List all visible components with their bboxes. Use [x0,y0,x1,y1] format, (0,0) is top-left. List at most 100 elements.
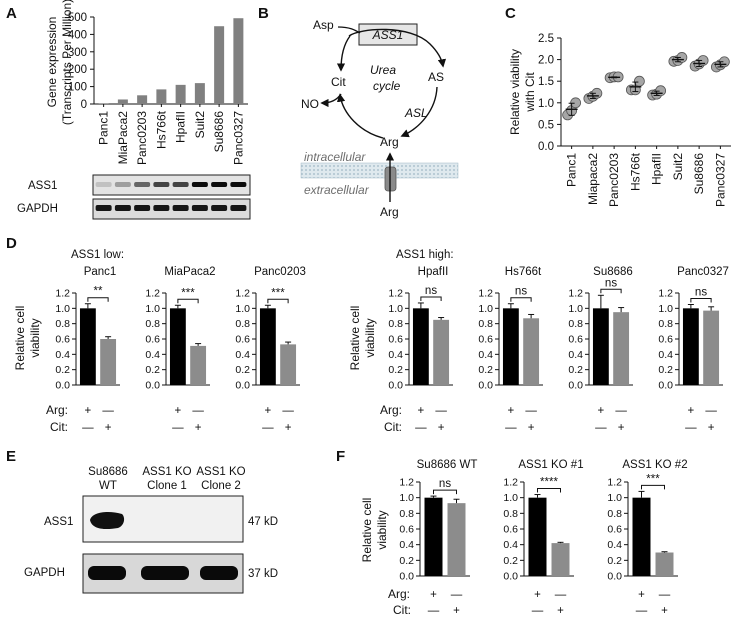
d-sub6-y-tick-label: 0.0 [568,380,583,392]
blot-a-ass1-band [95,182,112,187]
f-sub2-sig-label: **** [540,477,558,489]
f-sub2-sig-bracket [537,488,561,493]
d-right-arg-label: Arg: [380,403,402,417]
e-lane2-line1: ASS1 KO [142,466,191,478]
d-sub6-y-tick-label: 0.6 [568,334,583,346]
d-sub5-y-tick-label: 0.4 [478,349,493,361]
d-sub1-arg-plus: + [85,405,92,417]
d-sub2-y-tick-label: 1.2 [145,288,160,300]
blot-a-ass1-band [153,182,170,187]
f-sub3-title: ASS1 KO #2 [622,459,687,471]
f-sub3-cit-minus: — [636,605,648,617]
e-lane1-line2: WT [99,480,117,492]
f-sub1-y-tick-label: 1.0 [399,492,414,504]
f-sub3-cit-plus: + [661,605,668,617]
d-sub2-y-tick-label: 0.6 [145,334,160,346]
no-label: NO [301,97,319,111]
d-sub4-y-tick-label: 0.8 [388,318,403,330]
f-sub3-y-tick-label: 0.6 [607,524,622,536]
panel-label-b: B [258,5,269,22]
c-x-tick-label: Miapaca2 [586,153,600,205]
f-sub3-y-tick-label: 1.2 [607,477,622,489]
d-sub3-y-tick-label: 0.0 [235,380,250,392]
a-bar [156,89,167,104]
a-y-tick-label: 300 [68,47,87,59]
extracellular-label: extracellular [304,183,370,197]
d-sub7-y-tick-label: 0.2 [658,364,673,376]
e-row-label-gapdh: GAPDH [24,567,65,579]
f-sub2-y-tick-label: 1.2 [503,477,518,489]
c-x-tick-label: Suit2 [671,153,685,181]
d-sub5-bar [523,318,540,385]
d-sub4-bar [412,308,429,385]
a-bar [194,83,205,104]
d-sub7-arg-plus: + [688,405,695,417]
f-cit-label: Cit: [393,603,411,617]
d-sub2-y-tick-label: 0.2 [145,364,160,376]
blot-a-gapdh-band [134,205,151,211]
d-sub5-arg-minus: — [525,405,537,417]
a-bar [117,99,128,104]
c-y-tick-label: 0.0 [538,141,554,153]
d-ass1-low-title: ASS1 low: [71,249,124,261]
d-sub5-cit-plus: + [528,422,535,434]
f-sub2-cit-minus: — [532,605,544,617]
d-sub1-y-tick-label: 0.2 [55,364,70,376]
d-left-y-label-line1: Relative cell [13,306,27,371]
e-ass1-band-wt [90,512,125,530]
f-sub1-cit-minus: — [428,605,440,617]
a-bar [98,103,109,104]
c-y-tick-label: 2.5 [538,33,554,45]
d-sub2-y-tick-label: 0.0 [145,380,160,392]
panel-b-urea-cycle-diagram: ASS1 Asp AS Cit Urea cycle ASL NO Arg in… [300,18,459,219]
f-sub2-y-tick-label: 0.4 [503,539,518,551]
panel-d-bar-charts: Panc1 0.0 0.2 0.4 0.6 0.8 1.0 1.2 ** + — — + MiaPaca2… [13,266,729,434]
f-sub3-y-tick-label: 0.4 [607,539,622,551]
f-y-label-line1: Relative cell [360,498,374,563]
a-y-axis-label-line1: Gene expression [45,17,59,108]
cit-label: Cit [331,75,346,89]
f-sub3-arg-plus: + [638,589,645,601]
d-sub2-cit-plus: + [195,422,202,434]
blot-a-ass1-band [114,182,131,187]
f-sub2-bar [528,497,547,576]
d-left-arg-label: Arg: [46,403,68,417]
d-sub6-y-tick-label: 0.8 [568,318,583,330]
d-sub3-sig-label: *** [271,287,285,299]
f-sub3-y-tick-label: 0.0 [607,571,622,583]
a-y-axis-label-line2: (Transcripts Per Million) [60,0,74,125]
c-x-tick-label: Panc0203 [607,153,621,207]
d-sub7-y-tick-label: 0.4 [658,349,673,361]
a-y-tick-label: 400 [68,29,87,41]
d-sub2-sig-bracket [177,298,199,304]
d-sub3-y-tick-label: 1.2 [235,288,250,300]
blot-a-gapdh-band [230,205,247,211]
d-sub1-title: Panc1 [84,266,117,278]
d-sub3-y-tick-label: 0.4 [235,349,250,361]
d-sub1-cit-minus: — [82,422,94,434]
a-x-tick-label: HpafII [174,111,188,143]
c-x-tick-label: Panc0327 [713,153,727,207]
a-x-tick-label: Suit2 [193,111,207,139]
d-sub3-sig-bracket [267,298,289,304]
d-sub3-arg-plus: + [265,405,272,417]
f-sub2-y-tick-label: 0.8 [503,508,518,520]
d-sub3-title: Panc0203 [254,266,306,278]
d-sub7-sig-label: ns [695,287,707,299]
panel-label-d: D [6,235,17,252]
f-sub2-arg-minus: — [555,589,567,601]
f-sub3-arg-minus: — [659,589,671,601]
f-sub1-arg-minus: — [451,589,463,601]
f-sub3-sig-bracket [641,484,665,490]
d-sub5-y-tick-label: 0.2 [478,364,493,376]
f-sub3-bar [632,497,651,576]
a-bar [233,18,244,104]
a-x-tick-label: Panc0327 [231,111,245,165]
d-sub7-y-tick-label: 0.8 [658,318,673,330]
d-sub6-bar [613,312,630,385]
blot-a-ass1-band [230,182,247,187]
panel-label-f: F [336,448,345,465]
d-sub4-sig-label: ns [425,285,437,297]
panel-e-western-blot: Su8686 WT ASS1 KO Clone 1 ASS1 KO Clone … [24,466,278,594]
ass1-enzyme-label: ASS1 [372,28,404,42]
